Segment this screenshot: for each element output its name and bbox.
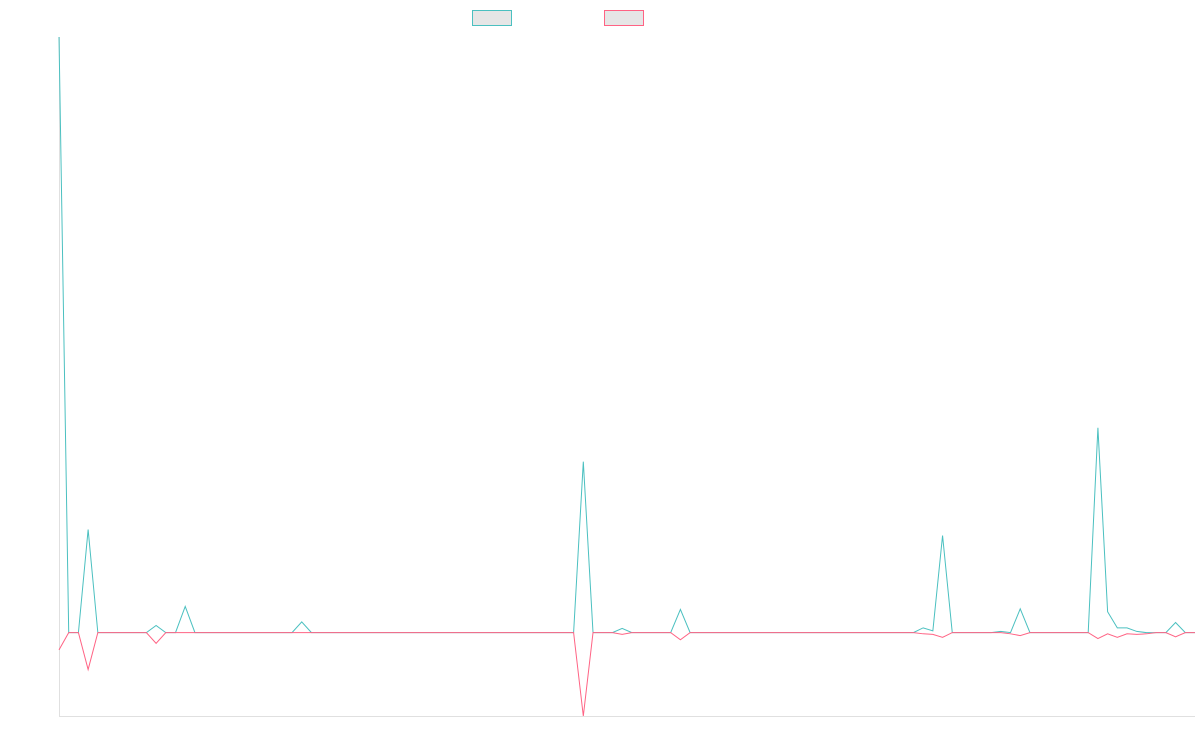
series-line: [58, 632, 1195, 717]
legend-swatch: [604, 10, 644, 26]
series-line: [58, 36, 1195, 634]
legend-swatch: [472, 10, 512, 26]
